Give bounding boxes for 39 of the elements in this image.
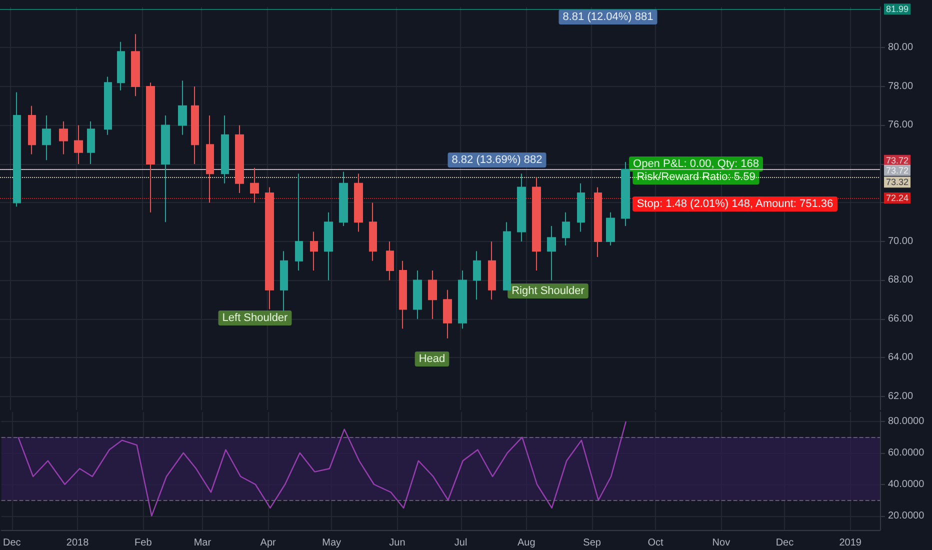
x-tick-label: Jul <box>454 538 468 548</box>
x-tick-label: Feb <box>134 538 152 548</box>
annotation: Open P&L: 0.00, Qty: 168 <box>633 158 759 170</box>
y-tick-label: 76.00 <box>888 120 914 131</box>
ref-line-label: 72.24 <box>886 193 909 204</box>
x-tick-label: May <box>322 538 342 548</box>
x-tick-label: Mar <box>194 538 212 548</box>
annotation: Head <box>418 353 446 365</box>
x-tick-label: Oct <box>648 538 664 548</box>
x-tick-label: Sep <box>583 538 602 548</box>
ref-line-label: 73.72 <box>886 165 909 176</box>
y-tick-label: 64.00 <box>888 352 914 364</box>
ref-line-label: 81.99 <box>886 4 909 14</box>
x-tick-label: Dec <box>776 538 794 548</box>
x-tick-label: 2018 <box>66 538 90 548</box>
y-tick-label: 78.00 <box>888 80 914 92</box>
x-tick-label: 2019 <box>839 538 862 548</box>
x-tick-label: Apr <box>260 538 277 548</box>
y-tick-label: 80.00 <box>888 42 914 54</box>
annotation: 8.81 (12.04%) 881 <box>562 11 654 23</box>
y-tick-label: 68.00 <box>888 274 914 286</box>
annotation: Right Shoulder <box>512 285 585 297</box>
ref-line-label: 73.32 <box>886 177 909 188</box>
y-tick-label: 62.00 <box>888 390 914 402</box>
y-tick-label: 70.00 <box>888 236 914 247</box>
y-tick-label: 66.00 <box>888 313 914 324</box>
annotation: Left Shoulder <box>222 312 288 324</box>
y-tick-label: 60.0000 <box>888 447 925 458</box>
x-tick-label: Dec <box>2 538 21 548</box>
y-tick-label: 80.0000 <box>888 416 925 427</box>
y-tick-label: 20.0000 <box>888 510 925 522</box>
x-tick-label: Aug <box>518 538 536 548</box>
annotation: Risk/Reward Ratio: 5.59 <box>636 171 756 183</box>
annotation: Stop: 1.48 (2.01%) 148, Amount: 751.36 <box>636 198 834 210</box>
y-tick-label: 40.0000 <box>888 478 925 490</box>
ref-line-label: 73.72 <box>886 155 909 166</box>
annotation: 8.82 (13.69%) 882 <box>452 154 542 166</box>
x-tick-label: Jun <box>389 538 406 548</box>
x-tick-label: Nov <box>712 538 730 548</box>
